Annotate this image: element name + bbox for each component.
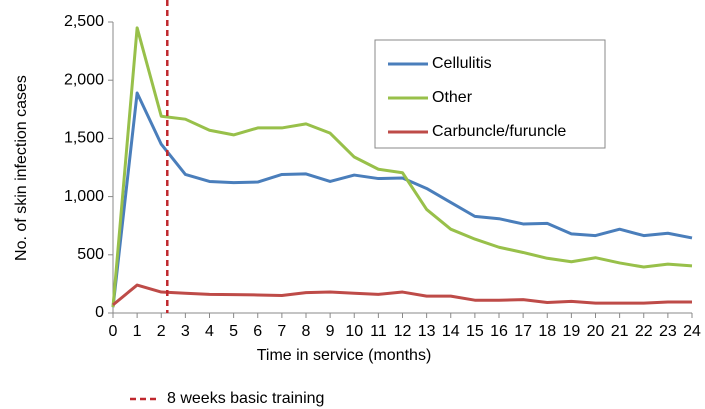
x-tick-label: 22	[635, 323, 653, 340]
x-tick-label: 24	[683, 323, 701, 340]
x-tick-label: 9	[326, 323, 335, 340]
x-tick-label: 19	[562, 323, 580, 340]
legend-box	[374, 39, 606, 149]
y-axis-title: No. of skin infection cases	[13, 75, 30, 261]
y-tick-label: 2,500	[64, 13, 104, 30]
x-tick-label: 21	[611, 323, 629, 340]
y-tick-label: 1,000	[64, 188, 104, 205]
x-tick-label: 4	[205, 323, 214, 340]
x-tick-label: 0	[109, 323, 118, 340]
x-tick-label: 8	[302, 323, 311, 340]
x-tick-label: 11	[370, 323, 387, 340]
x-tick-label: 13	[418, 323, 436, 340]
x-tick-label: 15	[466, 323, 484, 340]
series-line	[112, 283, 692, 307]
x-tick-label: 3	[181, 323, 190, 340]
legend-label: Other	[432, 89, 473, 106]
y-tick-label: 2,000	[64, 71, 104, 88]
x-tick-label: 20	[587, 323, 605, 340]
x-tick-label: 7	[277, 323, 286, 340]
x-tick-label: 18	[538, 323, 556, 340]
y-tick-label: 0	[95, 304, 104, 321]
x-tick-label: 16	[490, 323, 508, 340]
x-tick-label: 5	[229, 323, 238, 340]
x-tick-label: 12	[394, 323, 412, 340]
x-tick-label: 10	[345, 323, 363, 340]
x-tick-label: 14	[442, 323, 460, 340]
x-tick-label: 23	[659, 323, 677, 340]
x-axis-title: Time in service (months)	[257, 347, 432, 364]
x-tick-label: 6	[253, 323, 262, 340]
series-line	[111, 26, 693, 308]
legend-label: Carbuncle/furuncle	[432, 123, 566, 140]
y-tick-label: 1,500	[64, 130, 104, 147]
series-line	[111, 91, 693, 308]
reference-legend-label: 8 weeks basic training	[167, 390, 324, 407]
x-tick-label: 2	[157, 323, 166, 340]
y-tick-label: 500	[77, 246, 104, 263]
x-tick-label: 17	[514, 323, 532, 340]
legend-label: Cellulitis	[432, 55, 492, 72]
x-tick-label: 1	[133, 323, 142, 340]
